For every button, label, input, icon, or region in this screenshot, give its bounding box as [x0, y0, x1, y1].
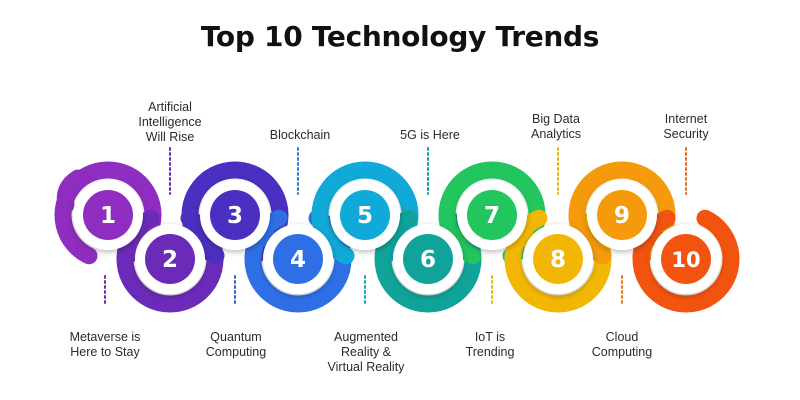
- trend-label-7: IoT is Trending: [465, 330, 515, 359]
- trend-label-4: Blockchain: [269, 128, 331, 142]
- trend-number-3: 3: [227, 203, 243, 229]
- trend-number-badge-2: [145, 234, 195, 284]
- trend-number-8: 8: [550, 247, 566, 273]
- trend-label-1: Metaverse is Here to Stay: [69, 330, 141, 359]
- trend-number-7: 7: [484, 203, 500, 229]
- trend-ribbon-5: [311, 161, 419, 265]
- trend-label-3: Quantum Computing: [205, 330, 267, 359]
- page-title: Top 10 Technology Trends: [200, 20, 600, 53]
- trend-node-5: 5: [330, 180, 400, 250]
- trend-number-badge-8: [533, 234, 583, 284]
- trend-node-4: 4: [263, 224, 333, 294]
- trend-number-6: 6: [420, 247, 436, 273]
- trend-label-10: Internet Security: [663, 112, 709, 141]
- trend-number-1: 1: [100, 203, 116, 229]
- trend-number-badge-4: [273, 234, 323, 284]
- trend-ribbon-3: [181, 161, 289, 265]
- trend-ribbon-1: [54, 161, 162, 265]
- trend-node-3: 3: [200, 180, 270, 250]
- trend-node-2: 2: [135, 224, 205, 294]
- trend-number-badge-6: [403, 234, 453, 284]
- trend-node-9: 9: [587, 180, 657, 250]
- trend-number-badge-7: [467, 190, 517, 240]
- trend-node-8: 8: [523, 224, 593, 294]
- trend-node-6: 6: [393, 224, 463, 294]
- trend-number-badge-5: [340, 190, 390, 240]
- trend-number-badge-9: [597, 190, 647, 240]
- ribbon-start-tail: [56, 169, 87, 214]
- trend-node-7: 7: [457, 180, 527, 250]
- trend-number-badge-1: [83, 190, 133, 240]
- trend-label-5: Augmented Reality & Virtual Reality: [327, 330, 405, 374]
- trend-number-badge-3: [210, 190, 260, 240]
- trend-node-10: 10: [651, 224, 721, 294]
- trend-ribbon-10: [632, 209, 740, 313]
- trend-number-5: 5: [357, 203, 373, 229]
- trend-node-1: 1: [73, 180, 143, 250]
- trend-number-badge-10: [661, 234, 711, 284]
- trend-label-2: Artificial Intelligence Will Rise: [138, 100, 202, 144]
- trend-number-9: 9: [614, 203, 630, 229]
- trend-number-2: 2: [162, 247, 178, 273]
- trend-label-9: Cloud Computing: [591, 330, 653, 359]
- trend-number-4: 4: [290, 247, 306, 273]
- trend-number-10: 10: [671, 248, 700, 272]
- trend-label-8: Big Data Analytics: [530, 112, 582, 141]
- trend-label-6: 5G is Here: [400, 128, 460, 142]
